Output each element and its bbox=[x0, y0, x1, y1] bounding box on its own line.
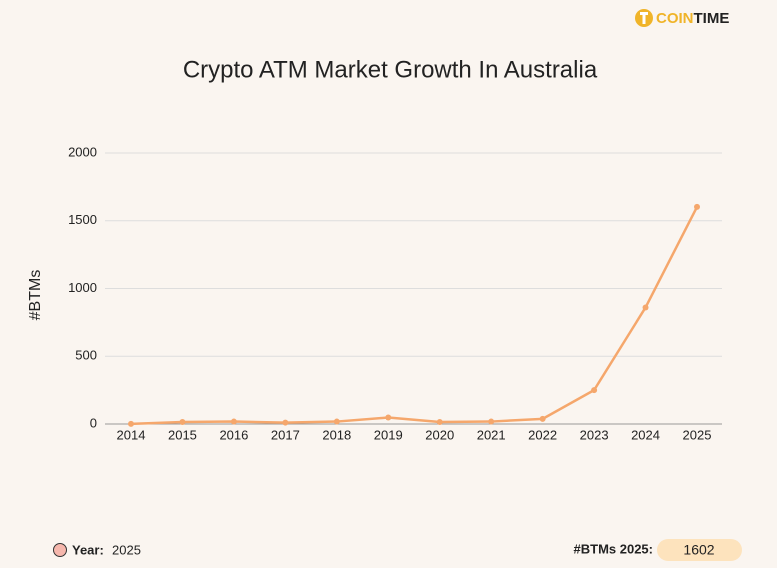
plot: 0 500 1000 1500 2000 2014 2015 2016 2017 2018 2019… bbox=[68, 144, 722, 442]
data-point bbox=[282, 419, 289, 426]
x-tick-label: 2015 bbox=[168, 427, 197, 442]
chart-title: Crypto ATM Market Growth In Australia bbox=[183, 56, 598, 83]
data-point bbox=[694, 203, 700, 210]
x-tick-label: 2020 bbox=[425, 427, 454, 442]
x-tick-label: 2022 bbox=[528, 427, 557, 442]
y-tick-label: 1500 bbox=[68, 212, 97, 227]
data-point bbox=[642, 304, 649, 311]
data-point bbox=[591, 387, 598, 394]
brand-part: COIN bbox=[656, 10, 694, 27]
brand-logo: COINTIME bbox=[635, 9, 729, 27]
x-tick-label: 2018 bbox=[322, 427, 351, 442]
y-tick-label: 2000 bbox=[68, 144, 97, 159]
data-point bbox=[179, 418, 186, 425]
data-point bbox=[436, 418, 443, 425]
brand-part: TIME bbox=[694, 10, 730, 27]
x-tick-label: 2021 bbox=[477, 427, 506, 442]
data-point bbox=[333, 418, 340, 425]
legend-dot bbox=[53, 543, 67, 557]
value-pill bbox=[657, 539, 742, 561]
x-tick-label: 2025 bbox=[683, 427, 712, 442]
data-line bbox=[130, 206, 699, 426]
data-point bbox=[539, 415, 546, 422]
data-point bbox=[128, 420, 134, 427]
value-label: #BTMs 2025: bbox=[574, 541, 653, 556]
x-tick-label: 2023 bbox=[580, 427, 609, 442]
footer: Year: 2025 #BTMs 2025: 1602 bbox=[53, 539, 742, 561]
y-tick-label: 0 bbox=[90, 415, 97, 430]
x-tick-label: 2024 bbox=[631, 427, 660, 442]
year-value: 2025 bbox=[112, 542, 141, 557]
x-tick-label: 2019 bbox=[374, 427, 403, 442]
y-tick-label: 500 bbox=[75, 348, 97, 363]
data-point bbox=[385, 414, 392, 421]
logo-icon-stem bbox=[642, 12, 646, 24]
x-tick-label: 2016 bbox=[219, 427, 248, 442]
data-point bbox=[230, 418, 237, 425]
y-axis-label: #BTMs bbox=[27, 270, 44, 321]
value-text: 1602 bbox=[683, 542, 714, 558]
brand-name: COINTIME bbox=[656, 10, 729, 27]
data-point bbox=[488, 418, 495, 425]
x-tick-label: 2017 bbox=[271, 427, 300, 442]
y-tick-label: 1000 bbox=[68, 280, 97, 295]
year-label: Year: bbox=[72, 542, 104, 557]
x-tick-label: 2014 bbox=[117, 427, 146, 442]
